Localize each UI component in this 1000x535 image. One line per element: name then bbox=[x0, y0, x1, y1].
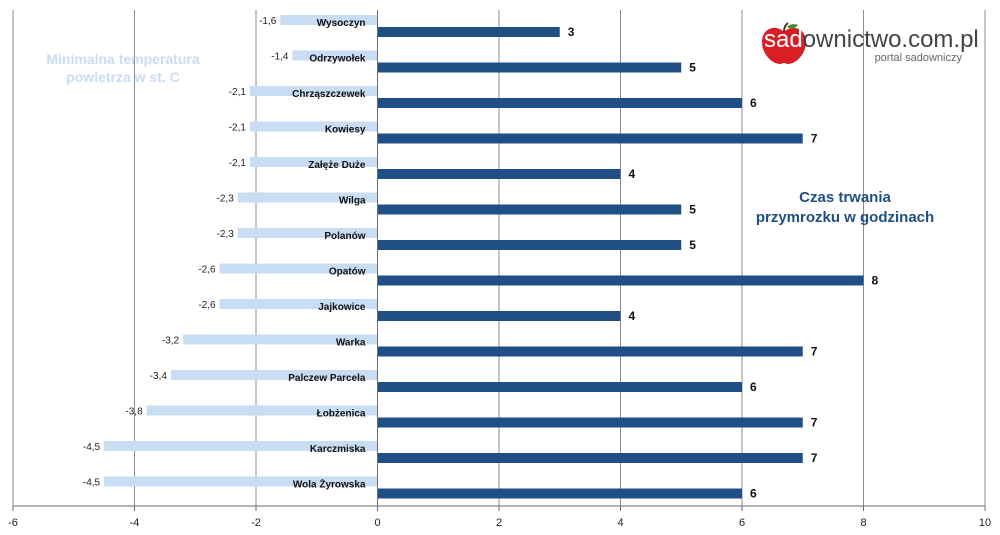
category-label-12: Karczmiska bbox=[310, 444, 366, 455]
temp-label-11: -3,8 bbox=[125, 407, 143, 418]
apple-icon bbox=[762, 22, 806, 64]
duration-label-10: 6 bbox=[750, 380, 757, 394]
duration-label-7: 8 bbox=[872, 274, 879, 288]
temp-bar-5 bbox=[237, 192, 378, 203]
logo-subtitle: portal sadowniczy bbox=[874, 52, 962, 64]
temp-bar-11 bbox=[146, 405, 378, 416]
duration-label-1: 5 bbox=[689, 61, 696, 75]
category-label-1: Odrzywołek bbox=[309, 54, 366, 65]
temp-bar-4 bbox=[249, 157, 378, 167]
category-label-10: Palczew Parcela bbox=[288, 373, 366, 384]
duration-bar-10 bbox=[377, 382, 742, 392]
logo-rest: ownictwo.com.pl bbox=[802, 26, 979, 53]
duration-series-annotation: Czas trwania przymrozku w godzinach bbox=[730, 188, 960, 228]
duration-label-13: 6 bbox=[750, 487, 757, 501]
duration-bar-9 bbox=[377, 346, 803, 357]
temp-bar-8 bbox=[219, 299, 378, 309]
duration-label-2: 6 bbox=[750, 96, 757, 110]
category-label-3: Kowiesy bbox=[325, 125, 366, 136]
bars bbox=[104, 15, 864, 499]
duration-bar-3 bbox=[377, 133, 803, 144]
temp-bar-6 bbox=[237, 228, 378, 238]
temp-bar-3 bbox=[249, 121, 378, 132]
tick-label-2: -2 bbox=[251, 517, 261, 529]
duration-bar-0 bbox=[377, 27, 560, 37]
temp-label-4: -2,1 bbox=[229, 158, 247, 169]
duration-label-3: 7 bbox=[811, 132, 818, 146]
duration-bar-1 bbox=[377, 62, 682, 73]
duration-bar-7 bbox=[377, 275, 864, 286]
temperature-series-annotation: Minimalna temperatura powietrza w st. C bbox=[8, 50, 238, 86]
temp-label-10: -3,4 bbox=[150, 371, 168, 382]
duration-bar-4 bbox=[377, 169, 621, 179]
temp-bar-13 bbox=[104, 476, 378, 487]
duration-label-0: 3 bbox=[568, 25, 575, 39]
temp-bar-0 bbox=[280, 15, 378, 25]
logo-wordmark: sadownictwo.com.pl bbox=[764, 26, 979, 54]
temp-bar-12 bbox=[104, 441, 378, 451]
tick-label-0: -6 bbox=[8, 517, 18, 529]
labels: -1,6 3 Wysoczyn -1,4 5 Odrzywołek -2,1 6 Chrząsz… bbox=[83, 16, 879, 501]
x-axis: -6 -4 -2 0 2 4 6 8 10 bbox=[8, 10, 991, 529]
category-label-13: Wola Żyrowska bbox=[293, 478, 366, 491]
category-label-0: Wysoczyn bbox=[317, 18, 366, 29]
tick-label-3: 0 bbox=[374, 517, 380, 529]
temp-label-0: -1,6 bbox=[259, 16, 277, 27]
duration-label-8: 4 bbox=[629, 309, 636, 323]
category-label-9: Warka bbox=[336, 338, 366, 349]
duration-annotation-line2: przymrozku w godzinach bbox=[755, 209, 935, 226]
temp-label-5: -2,3 bbox=[217, 194, 235, 205]
temp-label-13: -4,5 bbox=[83, 478, 101, 489]
tick-label-7: 8 bbox=[860, 517, 866, 529]
temperature-annotation-line1: Minimalna temperatura bbox=[46, 51, 200, 67]
tick-label-1: -4 bbox=[130, 517, 140, 529]
temp-label-9: -3,2 bbox=[162, 336, 180, 347]
sadownictwo-logo: sadownictwo.com.pl portal sadowniczy bbox=[758, 20, 979, 66]
temp-label-7: -2,6 bbox=[198, 265, 216, 276]
duration-bar-8 bbox=[377, 311, 621, 321]
duration-bar-12 bbox=[377, 453, 803, 463]
temp-bar-10 bbox=[170, 370, 378, 380]
temp-bar-9 bbox=[183, 334, 378, 345]
temp-label-6: -2,3 bbox=[217, 229, 235, 240]
duration-label-11: 7 bbox=[811, 416, 818, 430]
temp-bar-1 bbox=[292, 50, 378, 61]
temp-label-1: -1,4 bbox=[271, 52, 289, 63]
tick-label-8: 10 bbox=[979, 517, 991, 529]
duration-label-5: 5 bbox=[689, 203, 696, 217]
temp-bar-7 bbox=[219, 263, 378, 274]
duration-label-12: 7 bbox=[811, 451, 818, 465]
duration-bar-11 bbox=[377, 417, 803, 428]
tick-label-4: 2 bbox=[496, 517, 502, 529]
tick-label-6: 6 bbox=[739, 517, 745, 529]
duration-label-9: 7 bbox=[811, 345, 818, 359]
tick-label-5: 4 bbox=[617, 517, 623, 529]
duration-bar-5 bbox=[377, 204, 682, 215]
duration-annotation-line1: Czas trwania bbox=[799, 189, 891, 206]
duration-bar-2 bbox=[377, 98, 742, 108]
temp-label-3: -2,1 bbox=[229, 123, 247, 134]
duration-bar-13 bbox=[377, 488, 742, 499]
category-label-8: Jajkowice bbox=[318, 302, 366, 313]
duration-bar-6 bbox=[377, 240, 682, 250]
duration-label-4: 4 bbox=[629, 167, 636, 181]
category-label-6: Polanów bbox=[324, 231, 365, 242]
category-label-11: Łobżenica bbox=[317, 409, 366, 420]
temp-label-8: -2,6 bbox=[198, 300, 216, 311]
temp-label-12: -4,5 bbox=[83, 442, 101, 453]
temperature-annotation-line2: powietrza w st. C bbox=[66, 69, 180, 85]
category-label-7: Opatów bbox=[329, 267, 366, 278]
category-label-4: Załęże Duże bbox=[308, 160, 366, 171]
category-label-5: Wilga bbox=[339, 196, 366, 207]
duration-label-6: 5 bbox=[689, 238, 696, 252]
category-label-2: Chrząszczewek bbox=[292, 89, 366, 100]
temp-label-2: -2,1 bbox=[229, 87, 247, 98]
logo-brand: sad bbox=[764, 26, 803, 53]
temp-bar-2 bbox=[249, 86, 378, 96]
